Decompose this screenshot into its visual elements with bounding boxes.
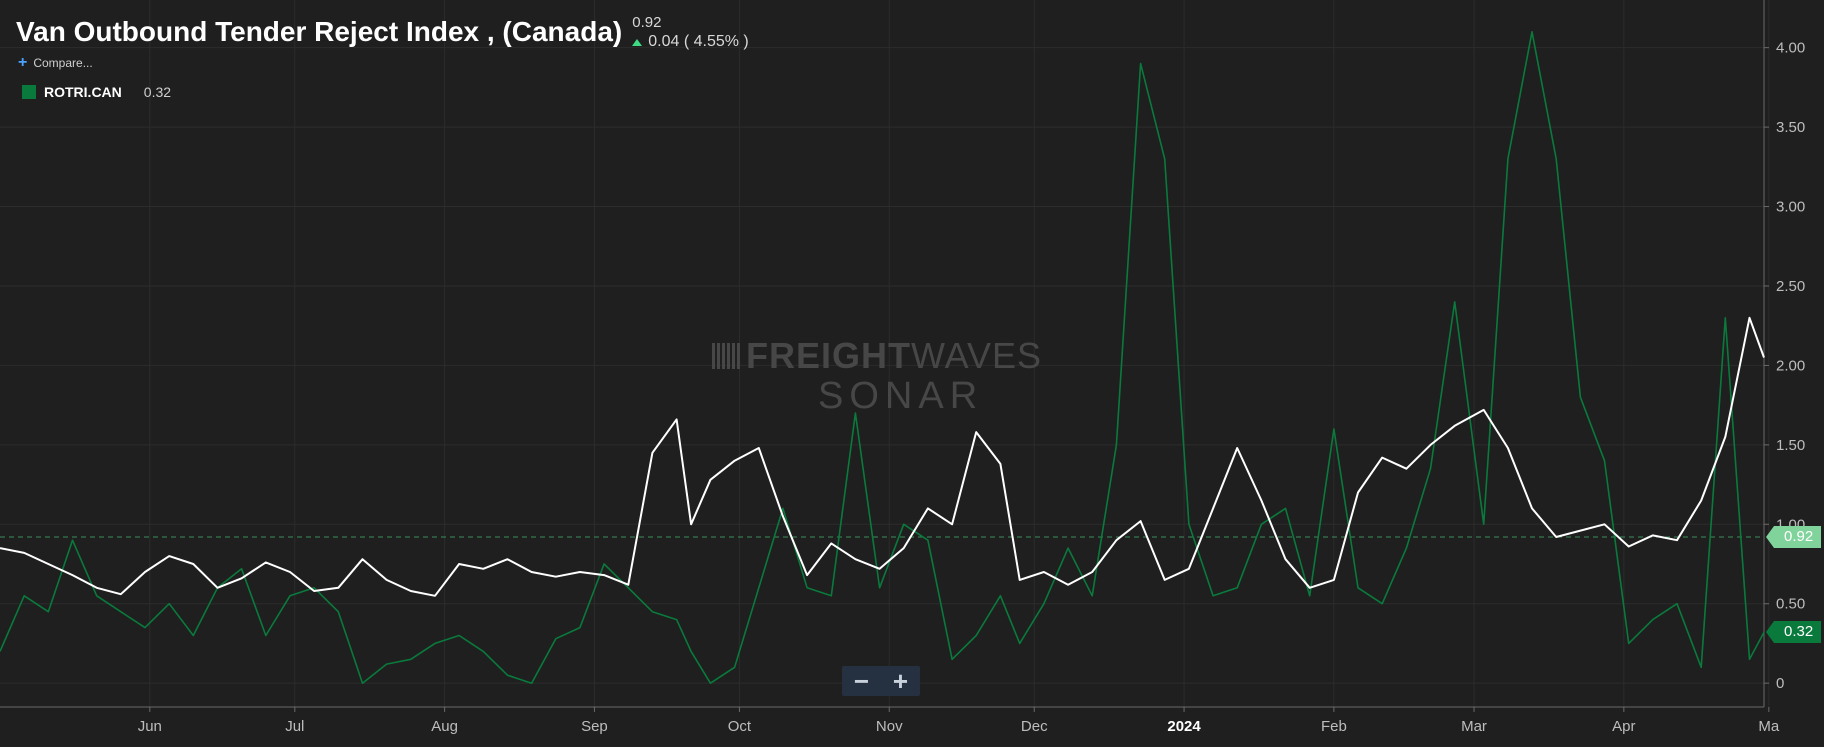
price-block: 0.92 0.04 ( 4.55% ) [632, 14, 749, 50]
change-value: 0.04 ( 4.55% ) [648, 33, 749, 50]
zoom-controls: − + [842, 666, 920, 696]
chart-title: Van Outbound Tender Reject Index , (Cana… [16, 16, 623, 47]
x-tick-label: Feb [1321, 718, 1347, 735]
up-arrow-icon [632, 39, 643, 46]
x-tick-label: Jun [138, 718, 162, 735]
x-tick-label: Mar [1461, 718, 1487, 735]
x-tick-label: Aug [431, 718, 458, 735]
y-tick-label: 0 [1776, 675, 1784, 692]
legend-swatch [22, 85, 36, 99]
compare-label: Compare... [33, 56, 93, 70]
y-tick-label: 3.50 [1776, 119, 1805, 136]
x-tick-label: Apr [1612, 718, 1635, 735]
compare-value-badge: 0.32 [1765, 621, 1822, 644]
y-tick-label: 1.50 [1776, 437, 1805, 454]
x-tick-label: Jul [285, 718, 304, 735]
x-tick-label: Ma [1758, 718, 1779, 735]
series-layer [0, 31, 1765, 684]
x-tick-label: 2024 [1167, 718, 1201, 735]
x-tick-label: Nov [876, 718, 903, 735]
compare-series-line [0, 31, 1765, 684]
last-value: 0.92 [632, 14, 662, 31]
y-tick-label: 0.50 [1776, 596, 1805, 613]
plus-icon: + [18, 54, 28, 71]
zoom-out-button[interactable]: − [853, 666, 870, 696]
x-tick-label: Sep [581, 718, 608, 735]
x-tick-label: Dec [1021, 718, 1048, 735]
y-tick-label: 2.50 [1776, 278, 1805, 295]
legend-series-name: ROTRI.CAN [44, 84, 122, 100]
y-tick-label: 4.00 [1776, 40, 1805, 57]
change-row: 0.04 ( 4.55% ) [632, 33, 749, 50]
chart-header: Van Outbound Tender Reject Index , (Cana… [16, 12, 749, 52]
legend-series-value: 0.32 [143, 84, 172, 100]
compare-button[interactable]: + Compare... [18, 54, 93, 71]
x-tick-label: Oct [728, 718, 752, 735]
y-tick-label: 2.00 [1776, 357, 1805, 374]
y-tick-label: 3.00 [1776, 199, 1805, 216]
main-series-line [0, 316, 1765, 597]
last-value-badge: 0.92 [1765, 526, 1822, 548]
zoom-in-button[interactable]: + [892, 666, 909, 696]
grid-layer [0, 0, 1770, 707]
legend[interactable]: ROTRI.CAN 0.32 [22, 84, 171, 100]
